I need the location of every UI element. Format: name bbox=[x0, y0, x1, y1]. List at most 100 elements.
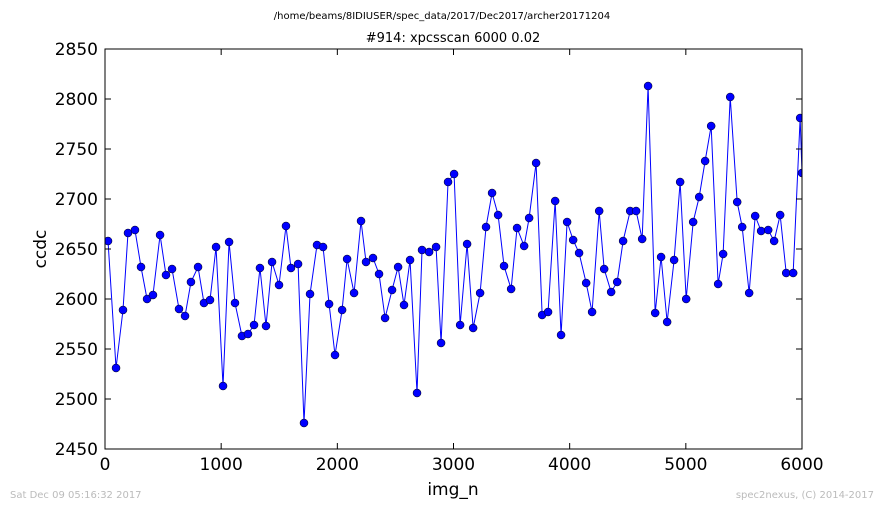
data-point bbox=[599, 264, 609, 274]
data-point bbox=[380, 313, 390, 323]
data-point bbox=[737, 222, 747, 232]
data-point bbox=[606, 287, 616, 297]
data-point bbox=[475, 288, 485, 298]
data-point bbox=[180, 311, 190, 321]
data-point bbox=[342, 254, 352, 264]
data-point bbox=[795, 113, 802, 123]
data-point bbox=[694, 192, 704, 202]
y-tick-label: 2500 bbox=[55, 390, 98, 410]
x-tick-label: 3000 bbox=[432, 455, 475, 475]
data-point bbox=[412, 388, 422, 398]
data-line bbox=[107, 85, 802, 424]
x-tick-label: 5000 bbox=[664, 455, 707, 475]
data-point bbox=[118, 305, 128, 315]
data-point bbox=[512, 223, 522, 233]
data-point bbox=[725, 92, 735, 102]
suptitle: /home/beams/8IDIUSER/spec_data/2017/Dec2… bbox=[274, 11, 610, 22]
data-point bbox=[318, 242, 328, 252]
y-tick-label: 2600 bbox=[55, 290, 98, 310]
data-point bbox=[769, 236, 779, 246]
data-point bbox=[562, 217, 572, 227]
data-point bbox=[349, 288, 359, 298]
plot-area bbox=[105, 81, 802, 428]
x-tick-label: 4000 bbox=[548, 455, 591, 475]
data-point bbox=[581, 278, 591, 288]
data-point bbox=[713, 279, 723, 289]
data-point bbox=[499, 261, 509, 271]
data-point bbox=[675, 177, 685, 187]
data-point bbox=[587, 307, 597, 317]
data-point bbox=[574, 248, 584, 258]
data-point bbox=[637, 234, 647, 244]
data-point bbox=[700, 156, 710, 166]
data-point bbox=[706, 121, 716, 131]
chart-title: #914: xpcsscan 6000 0.02 bbox=[366, 31, 541, 46]
data-point bbox=[524, 213, 534, 223]
data-point bbox=[775, 210, 785, 220]
data-point bbox=[130, 225, 140, 235]
data-point bbox=[718, 249, 728, 259]
data-point bbox=[550, 196, 560, 206]
data-point bbox=[618, 236, 628, 246]
data-point bbox=[506, 284, 516, 294]
footer-left: Sat Dec 09 05:16:32 2017 bbox=[10, 490, 142, 501]
data-point bbox=[455, 320, 465, 330]
data-point bbox=[424, 247, 434, 257]
data-point bbox=[243, 329, 253, 339]
y-tick-label: 2800 bbox=[55, 90, 98, 110]
data-point bbox=[337, 305, 347, 315]
x-tick-label: 1000 bbox=[200, 455, 243, 475]
data-point bbox=[161, 270, 171, 280]
y-tick-label: 2700 bbox=[55, 190, 98, 210]
x-axis-label: img_n bbox=[427, 480, 478, 500]
data-point bbox=[393, 262, 403, 272]
data-point bbox=[436, 338, 446, 348]
data-point bbox=[405, 255, 415, 265]
data-point bbox=[612, 277, 622, 287]
data-point bbox=[330, 350, 340, 360]
data-point bbox=[594, 206, 604, 216]
data-point bbox=[274, 280, 284, 290]
data-point bbox=[261, 321, 271, 331]
data-point bbox=[399, 300, 409, 310]
data-point bbox=[443, 177, 453, 187]
data-point bbox=[750, 211, 760, 221]
data-point bbox=[136, 262, 146, 272]
data-point bbox=[431, 242, 441, 252]
data-point bbox=[293, 259, 303, 269]
data-point bbox=[543, 307, 553, 317]
y-tick-label: 2450 bbox=[55, 440, 98, 460]
data-point bbox=[493, 210, 503, 220]
data-point bbox=[105, 236, 113, 246]
data-point bbox=[481, 222, 491, 232]
data-point bbox=[193, 262, 203, 272]
x-tick-label: 2000 bbox=[316, 455, 359, 475]
data-point bbox=[681, 294, 691, 304]
data-point bbox=[568, 235, 578, 245]
data-point bbox=[205, 295, 215, 305]
data-point bbox=[519, 241, 529, 251]
data-point bbox=[148, 290, 158, 300]
axes-frame bbox=[104, 48, 803, 450]
data-point bbox=[286, 263, 296, 273]
data-point bbox=[556, 330, 566, 340]
data-point bbox=[387, 285, 397, 295]
data-point bbox=[744, 288, 754, 298]
footer-right: spec2nexus, (C) 2014-2017 bbox=[736, 490, 874, 501]
data-point bbox=[218, 381, 228, 391]
y-tick-label: 2850 bbox=[55, 40, 98, 60]
data-point bbox=[763, 225, 773, 235]
data-point bbox=[281, 221, 291, 231]
data-point bbox=[111, 363, 121, 373]
data-point bbox=[631, 206, 641, 216]
data-point bbox=[643, 81, 653, 91]
data-point bbox=[167, 264, 177, 274]
data-point bbox=[650, 308, 660, 318]
data-point bbox=[368, 253, 378, 263]
data-point bbox=[324, 299, 334, 309]
data-point bbox=[374, 269, 384, 279]
data-point bbox=[656, 252, 666, 262]
data-point bbox=[669, 255, 679, 265]
data-point bbox=[299, 418, 309, 428]
